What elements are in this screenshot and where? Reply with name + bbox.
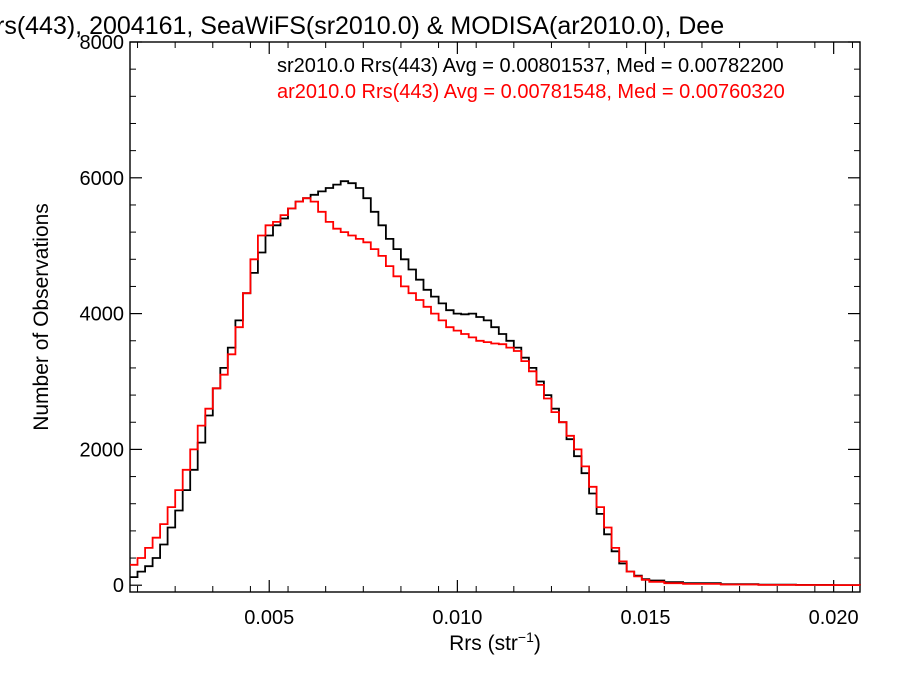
y-axis: 0 2000 4000 6000 8000 [80,32,860,597]
x-axis: 0.005 0.010 0.015 0.020 [137,42,859,629]
y-tick-label: 8000 [80,32,125,54]
chart-title: rs(443), 2004161, SeaWiFS(sr2010.0) & MO… [0,12,724,40]
x-axis-title: Rrs (str−1) [449,629,541,655]
series-layer [130,180,861,586]
y-tick-label: 6000 [80,168,125,190]
legend-entry-sr2010: sr2010.0 Rrs(443) Avg = 0.00801537, Med … [277,55,784,77]
x-axis-title-superscript: −1 [518,629,534,645]
series-line-1 [130,197,861,586]
y-tick-label: 0 [113,575,124,597]
x-tick-label: 0.010 [432,607,482,629]
x-axis-title-main: Rrs (str [449,632,518,655]
plot-frame [129,41,861,593]
legend-entry-ar2010: ar2010.0 Rrs(443) Avg = 0.00781548, Med … [277,81,785,103]
x-axis-title-close: ) [534,632,541,655]
y-tick-label: 2000 [80,439,125,461]
x-tick-label: 0.020 [809,607,859,629]
x-tick-label: 0.015 [620,607,670,629]
y-tick-label: 4000 [80,304,125,326]
y-axis-title: Number of Observations [30,203,53,431]
x-tick-label: 0.005 [244,607,294,629]
series-line-0 [130,180,861,586]
